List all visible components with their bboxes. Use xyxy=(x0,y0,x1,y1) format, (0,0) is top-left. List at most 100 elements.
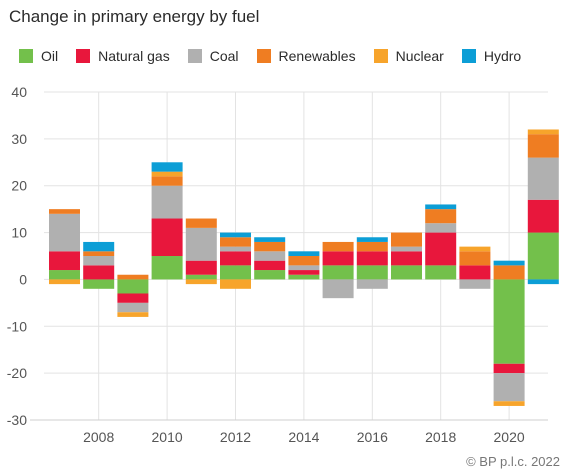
legend-swatch xyxy=(373,49,388,63)
bar-segment-coal-2017 xyxy=(391,246,422,252)
credit-label: © BP p.l.c. 2022 xyxy=(466,454,560,469)
y-tick-label: 20 xyxy=(11,178,27,194)
bar-segment-natural-gas-2014 xyxy=(288,270,320,275)
bar-segment-hydro-2012 xyxy=(220,232,251,238)
x-tick-label: 2014 xyxy=(288,429,319,445)
legend-item-hydro: Hydro xyxy=(461,48,522,64)
bar-segment-renewables-2010 xyxy=(151,176,183,186)
bar-segment-renewables-2012 xyxy=(220,237,251,247)
bar-segment-coal-2010 xyxy=(151,185,183,219)
bar-segment-nuclear-2009 xyxy=(117,312,149,317)
bar-segment-hydro-2013 xyxy=(254,237,286,242)
x-tick-label: 2020 xyxy=(494,429,525,445)
bar-segment-nuclear-2021 xyxy=(527,129,559,135)
bar-segment-coal-2021 xyxy=(527,157,559,200)
legend-item-natural-gas: Natural gas xyxy=(76,48,170,64)
bar-segment-natural-gas-2007 xyxy=(49,251,80,271)
bar-segment-oil-2017 xyxy=(391,265,422,280)
bar-segment-coal-2012 xyxy=(220,246,251,252)
bar-segment-natural-gas-2009 xyxy=(117,293,149,303)
bar-segment-oil-2008 xyxy=(83,279,115,289)
bar-segment-nuclear-2007 xyxy=(49,279,80,285)
bar-segment-oil-2021 xyxy=(527,232,559,280)
bar-segment-nuclear-2012 xyxy=(220,279,251,289)
bar-segment-coal-2018 xyxy=(425,223,457,233)
bar-segment-nuclear-2011 xyxy=(185,279,217,285)
bar-segment-hydro-2020 xyxy=(493,260,525,266)
bar-segment-natural-gas-2013 xyxy=(254,260,286,271)
bar-segment-hydro-2008 xyxy=(83,241,115,252)
bar-segment-coal-2015 xyxy=(322,279,354,299)
bar-segment-renewables-2016 xyxy=(356,241,388,252)
bar-segment-oil-2010 xyxy=(151,256,183,280)
legend-item-renewables: Renewables xyxy=(256,48,356,64)
bar-segment-natural-gas-2017 xyxy=(391,251,422,266)
bar-segment-coal-2007 xyxy=(49,213,80,252)
legend-label: Natural gas xyxy=(98,48,170,64)
bar-segment-renewables-2014 xyxy=(288,256,320,266)
bar-segment-coal-2008 xyxy=(83,256,115,266)
x-tick-label: 2008 xyxy=(83,429,114,445)
bar-segment-natural-gas-2019 xyxy=(459,265,491,280)
bar-segment-natural-gas-2016 xyxy=(356,251,388,266)
bar-segment-coal-2013 xyxy=(254,251,286,261)
bar-segment-natural-gas-2012 xyxy=(220,251,251,266)
y-tick-label: -30 xyxy=(7,412,27,428)
bar-segment-renewables-2020 xyxy=(493,265,525,280)
bar-segment-oil-2018 xyxy=(425,265,457,280)
bar-segment-oil-2012 xyxy=(220,265,251,280)
bar-segment-renewables-2011 xyxy=(185,218,217,228)
x-tick-label: 2012 xyxy=(220,429,251,445)
legend-label: Renewables xyxy=(278,48,356,64)
x-tick-label: 2018 xyxy=(425,429,456,445)
y-tick-label: -20 xyxy=(7,365,27,381)
bar-segment-coal-2009 xyxy=(117,302,149,313)
bar-segment-coal-2011 xyxy=(185,227,217,261)
legend-label: Hydro xyxy=(483,48,522,64)
legend-swatch xyxy=(19,49,33,63)
bar-segment-hydro-2016 xyxy=(356,237,388,242)
bar-segment-nuclear-2019 xyxy=(459,246,491,252)
y-tick-label: -10 xyxy=(7,318,27,334)
legend-swatch xyxy=(256,49,271,63)
bar-segment-renewables-2013 xyxy=(254,241,286,252)
bar-segment-hydro-2018 xyxy=(425,204,457,210)
bar-segment-oil-2016 xyxy=(356,265,388,280)
bar-segment-coal-2020 xyxy=(493,373,525,402)
legend-label: Coal xyxy=(209,48,239,64)
bar-segment-renewables-2009 xyxy=(117,274,149,280)
bar-segment-natural-gas-2010 xyxy=(151,218,183,256)
bar-segment-oil-2011 xyxy=(185,274,217,280)
bar-segment-coal-2016 xyxy=(356,279,388,289)
y-tick-label: 10 xyxy=(11,225,27,241)
bar-segment-natural-gas-2021 xyxy=(527,199,559,233)
bar-segment-renewables-2008 xyxy=(83,251,115,256)
legend-label: Nuclear xyxy=(395,48,444,64)
bar-segment-oil-2007 xyxy=(49,270,80,280)
bar-segment-natural-gas-2018 xyxy=(425,232,457,266)
bar-segment-oil-2009 xyxy=(117,279,149,294)
legend-item-nuclear: Nuclear xyxy=(373,48,444,64)
bar-segment-hydro-2021 xyxy=(527,279,559,285)
bar-segment-renewables-2017 xyxy=(391,232,422,247)
legend-swatch xyxy=(461,49,476,63)
bar-segment-natural-gas-2008 xyxy=(83,265,115,280)
bar-segment-natural-gas-2015 xyxy=(322,251,354,266)
legend-swatch xyxy=(187,49,202,63)
bar-segment-oil-2014 xyxy=(288,274,320,280)
legend-item-coal: Coal xyxy=(187,48,239,64)
bar-segment-renewables-2007 xyxy=(49,209,80,214)
x-tick-label: 2010 xyxy=(152,429,183,445)
bar-segment-oil-2013 xyxy=(254,270,286,280)
bar-segment-renewables-2019 xyxy=(459,251,491,266)
bar-segment-renewables-2021 xyxy=(527,134,559,158)
bar-segment-hydro-2014 xyxy=(288,251,320,256)
bar-segment-renewables-2015 xyxy=(322,241,354,252)
y-tick-label: 30 xyxy=(11,131,27,147)
bar-segment-natural-gas-2020 xyxy=(493,363,525,374)
legend-label: Oil xyxy=(41,48,59,64)
bar-segment-coal-2019 xyxy=(459,279,491,289)
legend-swatch xyxy=(76,49,91,63)
bar-segment-oil-2020 xyxy=(493,279,525,364)
